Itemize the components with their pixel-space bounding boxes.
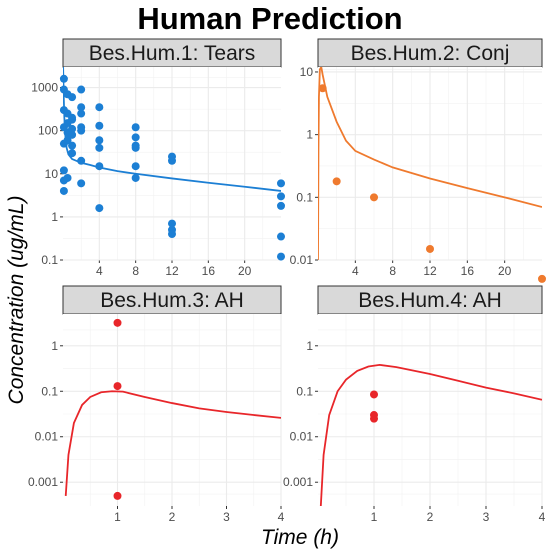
y-tick-label: 0.001 [28,475,58,489]
y-tick-label: 0.001 [283,475,313,489]
x-tick-label: 2 [427,510,434,524]
observed-point [95,121,104,130]
observed-point [68,141,77,150]
x-axis-title: Time (h) [261,526,339,549]
observed-point [131,162,140,171]
x-tick-label: 2 [169,510,176,524]
observed-point [277,252,285,261]
panel-strip [62,38,282,68]
panel-2: Bes.Hum.2: Conj 4 8 12 16 20 0.01 0.1 1 10 [290,38,546,283]
x-tick-label: 12 [165,264,179,278]
observed-point [68,93,77,102]
observed-point [277,201,285,210]
observed-point [538,274,546,283]
y-tick-label: 1 [306,128,313,142]
panel-title: Bes.Hum.2: Conj [351,42,510,65]
y-tick-label: 100 [38,124,58,138]
x-tick-label: 4 [352,264,359,278]
x-tick-label: 8 [132,264,139,278]
observed-point [131,123,140,132]
predicted-line [318,67,542,260]
x-tick-label: 1 [114,510,121,524]
observed-point [131,143,140,152]
observed-point [370,414,378,423]
y-tick-label: 1 [51,210,58,224]
panel-3: Bes.Hum.3: AH 1 2 3 4 0.001 0.01 0.1 1 [28,285,285,524]
x-tick-label: 8 [389,264,396,278]
predicted-line [319,363,542,506]
y-tick-label: 10 [300,65,314,79]
y-tick-label: 0.1 [41,253,58,267]
x-tick-label: 20 [498,264,512,278]
observed-point [370,390,378,399]
observed-point [95,204,104,213]
observed-point [63,173,72,182]
panel-4: Bes.Hum.4: AH 1 2 3 4 0.001 0.01 0.1 1 [283,285,546,524]
observed-point [168,219,176,228]
observed-point [59,74,68,83]
observed-point [68,130,77,139]
observed-point [332,177,341,186]
observed-point [77,109,86,118]
x-tick-label: 20 [238,264,252,278]
panel-title: Bes.Hum.4: AH [358,289,502,312]
x-tick-label: 16 [461,264,475,278]
observed-point [77,126,86,135]
observed-point [68,115,77,124]
x-tick-label: 4 [96,264,103,278]
observed-point [131,133,140,142]
observed-point [68,124,77,133]
y-tick-label: 0.1 [41,384,58,398]
observed-point [63,136,72,145]
panel-title: Bes.Hum.3: AH [100,289,244,312]
y-tick-label: 1 [51,339,58,353]
observed-point [426,244,434,253]
y-tick-label: 0.1 [296,190,313,204]
observed-point [59,186,68,195]
y-tick-label: 10 [45,167,59,181]
x-tick-label: 1 [371,510,378,524]
x-tick-label: 16 [202,264,216,278]
observed-point [113,491,122,500]
observed-point [77,156,86,165]
observed-point [95,143,104,152]
x-tick-label: 3 [223,510,230,524]
observed-point [277,232,285,241]
observed-point [277,192,285,201]
x-tick-label: 12 [423,264,437,278]
y-tick-label: 1000 [31,81,58,95]
observed-point [318,84,327,93]
observed-point [277,179,285,188]
observed-point [95,136,104,145]
predicted-line [64,390,281,496]
observed-point [59,166,68,175]
observed-point [68,149,77,158]
x-tick-label: 4 [278,510,285,524]
observed-point [168,156,176,165]
y-tick-label: 0.01 [290,430,314,444]
y-tick-label: 0.01 [290,253,314,267]
y-tick-label: 1 [306,339,313,353]
observed-point [370,193,378,202]
observed-point [77,179,86,188]
panel-1: Bes.Hum.1: Tears 4 8 12 16 20 0.1 1 10 100 1000 [31,38,285,278]
observed-point [168,230,176,239]
y-tick-label: 0.01 [35,430,59,444]
observed-point [95,162,104,171]
x-tick-label: 3 [483,510,490,524]
figure-title: Human Prediction [137,1,402,36]
observed-point [77,85,86,94]
observed-point [113,318,122,327]
x-tick-label: 4 [539,510,546,524]
y-tick-label: 0.1 [296,384,313,398]
panel-title: Bes.Hum.1: Tears [89,42,256,65]
observed-point [95,103,104,112]
observed-point [77,103,86,112]
observed-point [131,173,140,182]
observed-point [113,382,122,391]
y-axis-title: Concentration (ug/mL) [5,196,28,405]
